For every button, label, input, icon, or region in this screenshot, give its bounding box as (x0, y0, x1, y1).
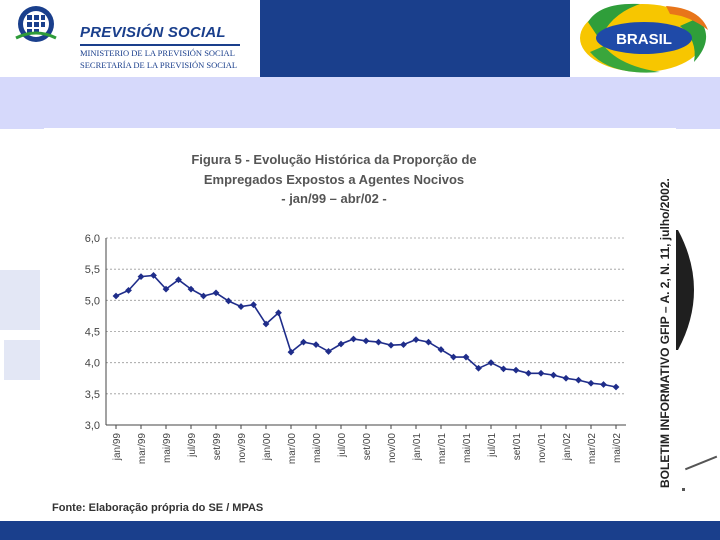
chart-title-line-2: Empregados Expostos a Agentes Nocivos (204, 172, 464, 187)
data-point (350, 335, 357, 343)
data-point (300, 338, 307, 346)
data-point (150, 272, 157, 279)
data-point (175, 276, 182, 284)
data-point (337, 340, 345, 348)
data-point (450, 353, 457, 361)
line-chart: Figura 5 - Evolução Histórica da Proporç… (44, 128, 672, 521)
x-tick-label: jul/99 (187, 433, 198, 458)
data-point (487, 359, 495, 367)
x-tick-label: mar/01 (437, 433, 448, 465)
x-tick-label: nov/99 (237, 433, 248, 463)
x-tick-label: mar/02 (587, 433, 598, 465)
data-point (325, 348, 332, 355)
data-point (312, 341, 320, 348)
y-tick-label: 3,5 (85, 389, 100, 401)
data-point (387, 341, 395, 349)
data-point (587, 379, 595, 387)
y-tick-label: 5,5 (85, 264, 100, 276)
data-point (437, 346, 445, 353)
x-tick-label: mar/00 (287, 433, 298, 465)
x-tick-label: jan/00 (262, 433, 273, 462)
x-tick-label: mar/99 (137, 433, 148, 465)
data-point (362, 337, 370, 345)
brand-logo-area: PREVISIÓN SOCIAL MINISTERIO DE LA PREVIS… (0, 0, 260, 77)
x-tick-label: set/00 (362, 433, 373, 461)
x-tick-label: mai/00 (312, 433, 323, 463)
x-tick-label: nov/01 (537, 433, 548, 463)
data-point (462, 353, 470, 361)
data-point (425, 338, 432, 346)
x-axis: jan/99 mar/99 mai/99 jul/99 set/99 nov/99 jan/… (106, 424, 626, 465)
data-point (187, 285, 195, 293)
brand-secretariat: SECRETARÍA DE LA PREVISIÓN SOCIAL (80, 60, 238, 70)
x-tick-label: set/99 (212, 433, 223, 461)
previdencia-emblem-icon (15, 6, 57, 42)
data-point (250, 301, 257, 309)
data-point (412, 336, 420, 344)
x-tick-label: jan/02 (562, 433, 573, 462)
decorative-arc (670, 230, 694, 350)
brand-ministry: MINISTERIO DE LA PREVISIÓN SOCIAL (80, 48, 235, 58)
data-point (550, 371, 557, 379)
data-point (287, 348, 295, 356)
y-tick-label: 4,5 (85, 327, 100, 339)
x-tick-label: mai/01 (462, 433, 473, 463)
y-tick-label: 3,0 (85, 420, 100, 432)
chart-source: Fonte: Elaboração própria do SE / MPAS (52, 502, 263, 514)
chart-panel: Figura 5 - Evolução Histórica da Proporç… (44, 128, 676, 521)
data-point (200, 292, 207, 300)
y-tick-label: 4,0 (85, 358, 100, 370)
brasil-label: BRASIL (616, 31, 672, 48)
y-tick-label: 5,0 (85, 295, 100, 307)
data-point (237, 303, 245, 310)
brand-divider (80, 44, 240, 46)
data-point (600, 381, 607, 388)
x-tick-label: jul/01 (487, 433, 498, 458)
brand-title: PREVISIÓN SOCIAL (80, 24, 226, 41)
data-point (500, 365, 507, 373)
y-tick-label: 6,0 (85, 233, 100, 245)
x-tick-label: mai/99 (162, 433, 173, 463)
decorative-dot (682, 488, 685, 491)
decorative-slash (684, 455, 718, 470)
x-tick-label: nov/00 (387, 433, 398, 463)
chart-side-caption: BOLETIM INFORMATIVO GFIP – A. 2, N. 11, … (658, 178, 672, 488)
x-tick-label: jan/01 (412, 433, 423, 462)
data-point (225, 297, 232, 305)
data-point (512, 366, 520, 374)
data-point (400, 341, 407, 348)
data-point (162, 285, 170, 293)
x-tick-label: jul/00 (337, 433, 348, 458)
x-tick-label: set/01 (512, 433, 523, 461)
data-point (575, 376, 582, 384)
data-point (537, 369, 545, 377)
footer-bar (0, 521, 720, 540)
chart-title-line-1: Figura 5 - Evolução Histórica da Proporç… (191, 152, 476, 167)
decorative-shape (4, 340, 40, 380)
y-axis: 3,0 3,5 4,0 4,5 5,0 5,5 6,0 (85, 233, 107, 432)
data-point (125, 286, 132, 294)
data-point (262, 320, 270, 328)
data-point (612, 383, 620, 391)
chart-title-line-3: - jan/99 – abr/02 - (281, 191, 387, 206)
data-point (475, 364, 482, 372)
x-tick-label: mai/02 (612, 433, 623, 463)
data-point (525, 369, 532, 377)
header-band (0, 77, 720, 129)
brasil-logo-graphic: BRASIL (580, 3, 708, 73)
data-point (112, 292, 120, 300)
data-point (375, 338, 382, 346)
decorative-shape (0, 270, 40, 330)
brasil-logo: BRASIL (570, 0, 720, 77)
x-tick-label: jan/99 (112, 433, 123, 462)
